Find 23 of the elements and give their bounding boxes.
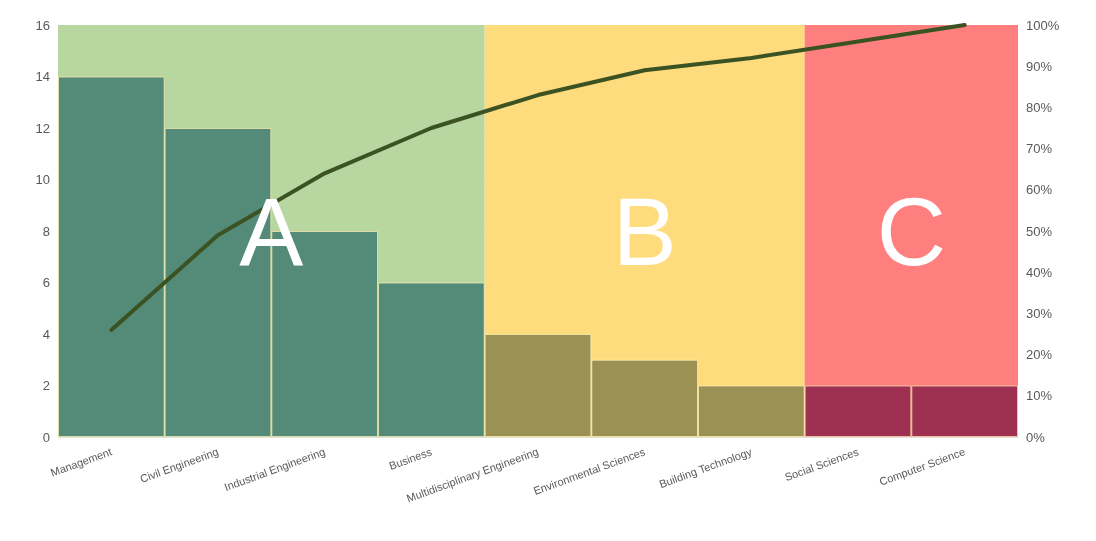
y2-tick-label: 60% (1026, 182, 1053, 198)
y-tick-label: 16 (35, 17, 50, 33)
y2-tick-label: 20% (1026, 347, 1053, 363)
y2-tick-label: 90% (1026, 58, 1053, 74)
y-tick-label: 0 (42, 429, 50, 445)
y2-tick-label: 30% (1026, 305, 1053, 321)
y2-tick-label: 0% (1026, 429, 1046, 445)
y-tick-label: 6 (42, 275, 50, 290)
y-tick-label: 8 (42, 223, 50, 239)
band-label: B (612, 177, 677, 285)
line-series (109, 23, 967, 332)
y-tick-label: 14 (35, 69, 50, 84)
y-tick-label: 10 (35, 172, 50, 187)
y2-tick-label: 80% (1026, 99, 1053, 115)
y2-tick-label: 40% (1026, 264, 1053, 280)
y2-tick-label: 10% (1026, 388, 1053, 404)
y-tick-label: 4 (42, 326, 50, 342)
y-tick-label: 2 (42, 378, 50, 393)
y2-tick-label: 50% (1026, 223, 1053, 239)
y-tick-label: 12 (35, 120, 50, 136)
y2-tick-label: 70% (1026, 141, 1053, 157)
band-label: C (876, 177, 946, 285)
y2-tick-label: 100% (1026, 17, 1060, 33)
